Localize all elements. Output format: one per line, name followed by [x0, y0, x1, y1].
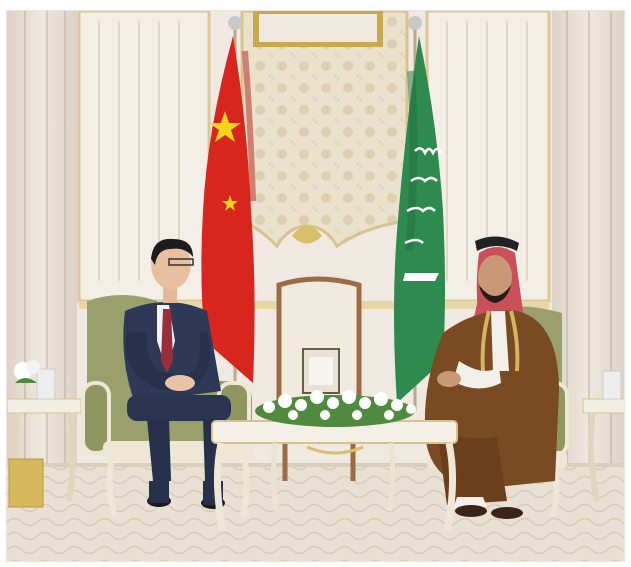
right-side-table: [582, 370, 624, 502]
right-person: [424, 236, 559, 519]
chinese-flag: [201, 36, 256, 383]
tapestry: [240, 11, 409, 249]
photo: [6, 10, 625, 562]
flower-arrangement: [255, 390, 416, 427]
meeting-scene: [7, 11, 624, 561]
saudi-flag: [394, 36, 445, 403]
